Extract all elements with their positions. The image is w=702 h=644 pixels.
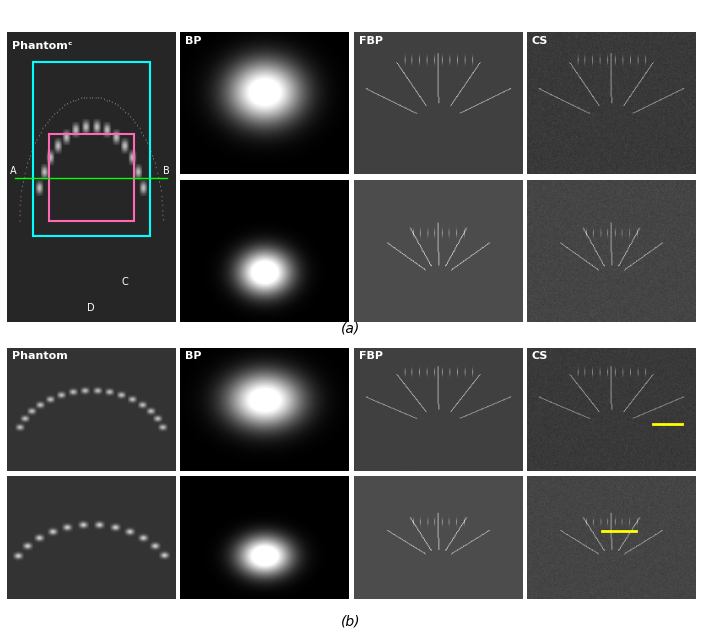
Bar <box>50 135 133 222</box>
Text: BP: BP <box>185 352 201 361</box>
Text: A: A <box>11 166 17 176</box>
Text: (a): (a) <box>341 321 361 336</box>
Text: (b): (b) <box>341 614 361 629</box>
Text: FBP: FBP <box>359 37 383 46</box>
Text: D: D <box>87 303 95 314</box>
Text: Phantomᶜ: Phantomᶜ <box>12 41 72 51</box>
Text: B: B <box>164 166 170 176</box>
Text: FBP: FBP <box>359 352 383 361</box>
Text: BP: BP <box>185 37 201 46</box>
Text: Phantom: Phantom <box>12 352 68 361</box>
Text: C: C <box>121 277 128 287</box>
Bar <box>33 62 150 236</box>
Text: CS: CS <box>532 37 548 46</box>
Text: CS: CS <box>532 352 548 361</box>
